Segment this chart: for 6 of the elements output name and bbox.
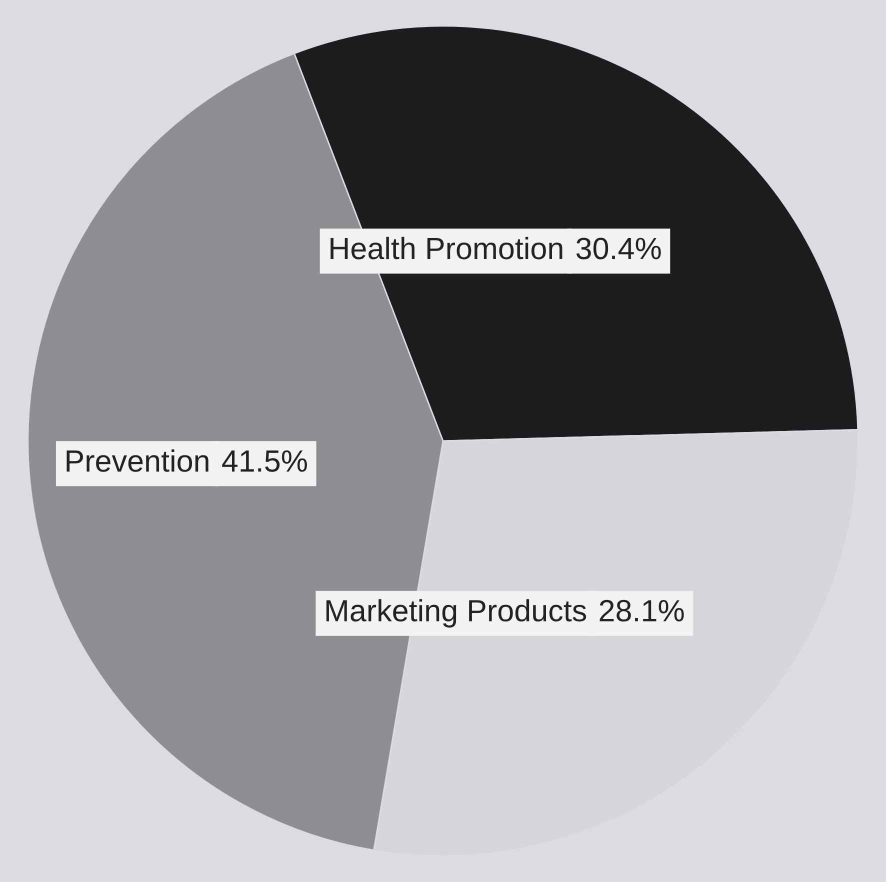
- data-label: 28.1%: [600, 600, 684, 622]
- data-label: 30.4%: [576, 238, 661, 260]
- data-label: 41.5%: [222, 450, 307, 472]
- slice-label: Prevention: [66, 449, 208, 472]
- slice-label: Marketing Products: [326, 599, 586, 628]
- slice-label: Health Promotion: [330, 236, 562, 260]
